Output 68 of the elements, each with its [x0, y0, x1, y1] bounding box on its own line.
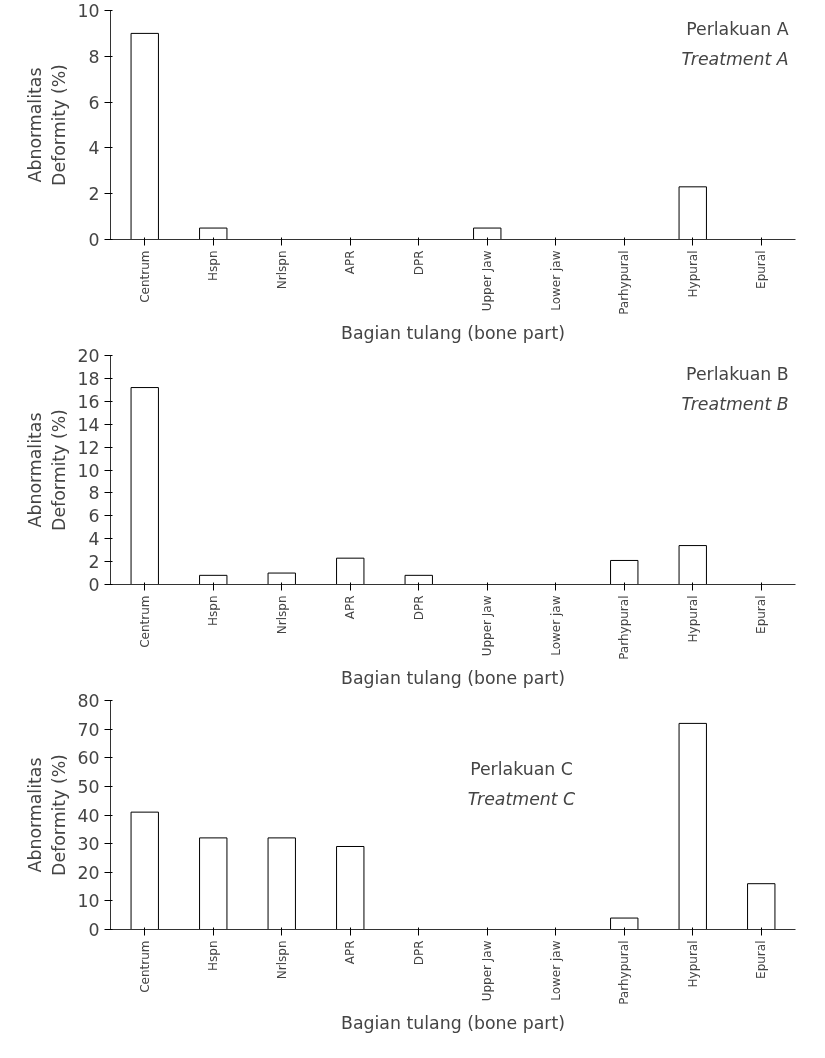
x-tick-label: Nrlspn — [274, 940, 289, 980]
x-tick-label: DPR — [411, 940, 426, 966]
x-tick-label: Epural — [754, 940, 769, 979]
y-tick-label: 50 — [77, 776, 100, 797]
x-tick-label: APR — [343, 940, 358, 965]
text: Treatment A — [681, 48, 789, 69]
x-tick-label: Epural — [754, 250, 769, 289]
x-tick-label: Nrlspn — [274, 595, 289, 635]
y-tick-label: 14 — [77, 414, 100, 435]
y-tick-label: 60 — [77, 748, 100, 769]
x-axis-title: Bagian tulang (bone part) — [341, 667, 565, 688]
text: Treatment C — [467, 788, 577, 809]
x-tick-label: Hypural — [685, 595, 700, 643]
text: Perlakuan A — [686, 18, 789, 39]
x-tick-label: Parhypural — [617, 250, 632, 315]
x-tick-label: Lower jaw — [548, 595, 563, 656]
x-tick-label: Centrum — [137, 250, 152, 303]
y-tick-label: 4 — [88, 138, 100, 159]
y-tick-label: 80 — [77, 691, 100, 711]
y-tick-label: 70 — [77, 719, 100, 740]
y-tick-label: 10 — [77, 460, 100, 481]
y-tick-label: 20 — [77, 346, 100, 366]
text: Perlakuan C — [470, 759, 573, 780]
x-tick-label: DPR — [411, 250, 426, 276]
y-tick-label: 10 — [77, 891, 100, 912]
x-tick-label: Parhypural — [617, 595, 632, 660]
x-tick-label: APR — [343, 250, 358, 275]
y-tick-label: 12 — [77, 437, 100, 458]
y-axis-title: Abnormalitas Deformity (%) — [25, 409, 70, 531]
x-tick-label: Nrlspn — [274, 250, 289, 290]
x-tick-label: Epural — [754, 595, 769, 634]
y-tick-label: 0 — [88, 920, 100, 940]
y-tick-label: 18 — [77, 368, 100, 389]
x-tick-label: Hypural — [685, 940, 700, 988]
x-tick-label: Hypural — [685, 250, 700, 298]
x-tick-label: Lower jaw — [548, 250, 563, 311]
y-tick-label: 6 — [88, 92, 100, 113]
y-tick-label: 2 — [88, 552, 100, 573]
x-tick-label: DPR — [411, 595, 426, 621]
y-tick-label: 0 — [88, 575, 100, 595]
y-tick-label: 6 — [88, 506, 100, 527]
x-tick-label: Lower jaw — [548, 940, 563, 1001]
x-tick-label: Centrum — [137, 940, 152, 993]
y-axis-title: Abnormalitas Deformity (%) — [25, 754, 70, 876]
x-tick-label: APR — [343, 595, 358, 620]
x-tick-label: Upper Jaw — [480, 250, 495, 312]
y-tick-label: 16 — [77, 391, 100, 412]
x-tick-label: Upper Jaw — [480, 940, 495, 1002]
x-axis-title: Bagian tulang (bone part) — [341, 322, 565, 343]
text: Treatment B — [681, 393, 789, 414]
y-tick-label: 2 — [88, 184, 100, 205]
y-tick-label: 4 — [88, 529, 100, 550]
x-tick-label: Hspn — [206, 595, 221, 626]
y-tick-label: 20 — [77, 862, 100, 883]
x-tick-label: Hspn — [206, 250, 221, 281]
y-axis-title: Abnormalitas Deformity (%) — [25, 64, 70, 186]
x-axis-title: Bagian tulang (bone part) — [341, 1012, 565, 1033]
x-tick-label: Parhypural — [617, 940, 632, 1005]
x-tick-label: Centrum — [137, 595, 152, 648]
y-tick-label: 30 — [77, 834, 100, 855]
y-tick-label: 8 — [88, 483, 100, 504]
y-tick-label: 40 — [77, 805, 100, 826]
x-tick-label: Upper Jaw — [480, 595, 495, 657]
x-tick-label: Hspn — [206, 940, 221, 971]
y-tick-label: 0 — [88, 230, 100, 250]
text: Perlakuan B — [686, 363, 789, 384]
y-tick-label: 8 — [88, 46, 100, 67]
y-tick-label: 10 — [77, 1, 100, 21]
